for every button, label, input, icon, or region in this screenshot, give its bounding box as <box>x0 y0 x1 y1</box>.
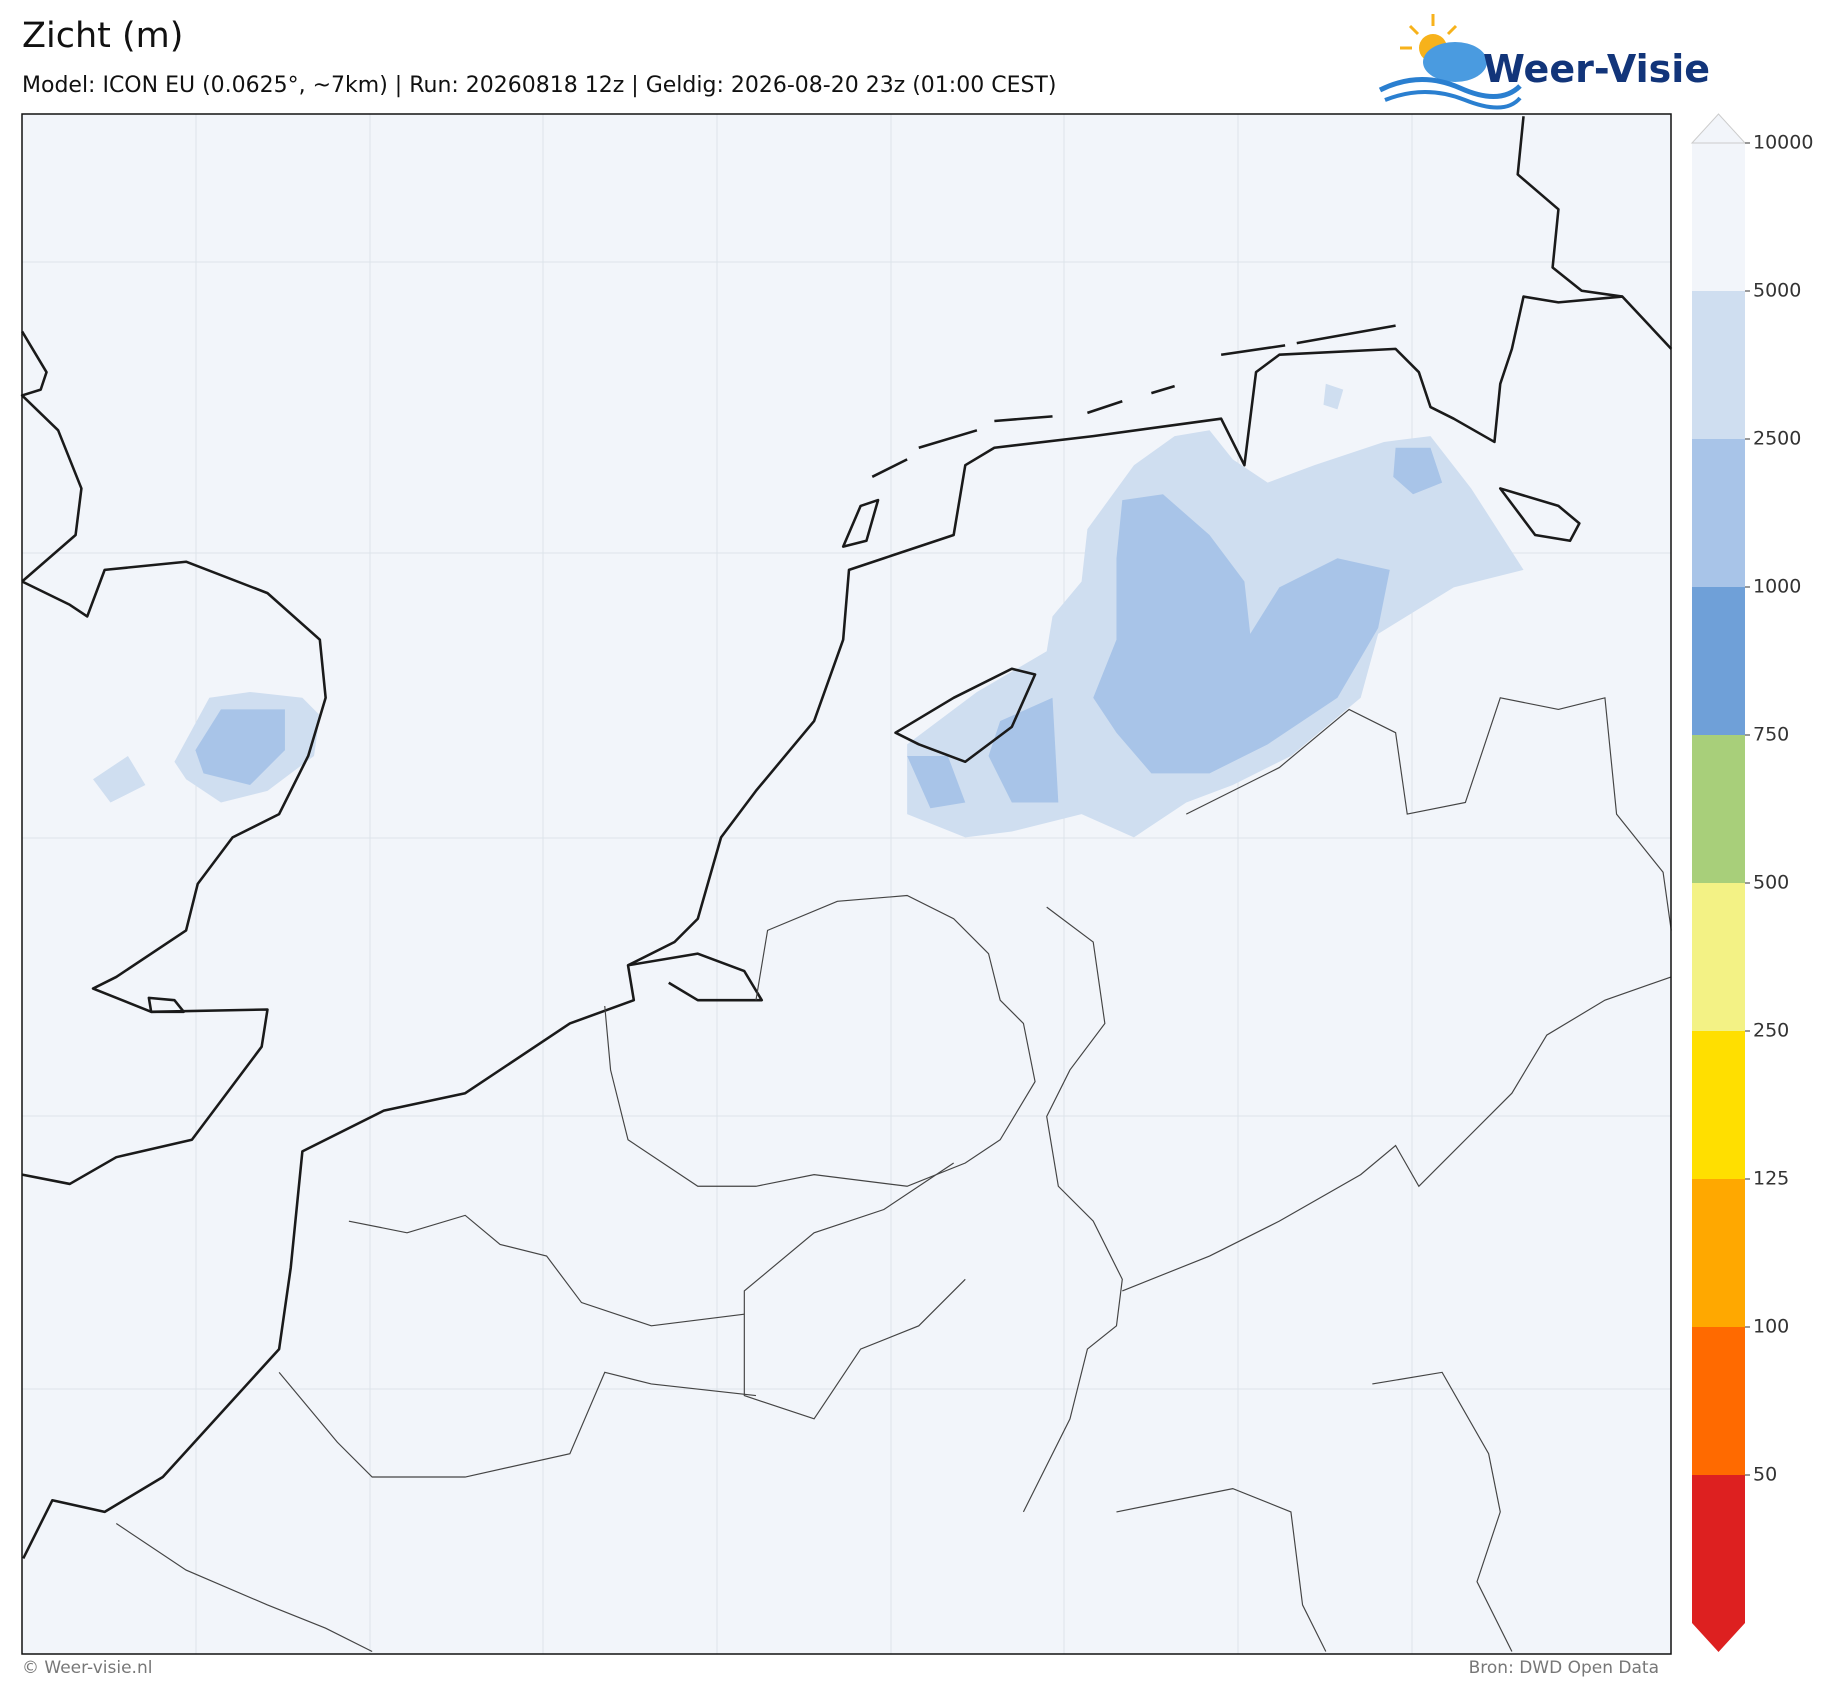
fields <box>93 383 1524 838</box>
colorbar-label: 750 <box>1753 724 1789 746</box>
borders <box>115 697 1672 1652</box>
colorbar-label: 5000 <box>1753 280 1801 302</box>
colorbar-band <box>1692 1179 1745 1327</box>
colorbar-band <box>1692 291 1745 439</box>
colorbar-extend-bottom <box>1692 1623 1745 1652</box>
colorbar-band <box>1692 1475 1745 1623</box>
copyright: © Weer-visie.nl <box>22 1658 152 1678</box>
colorbar-label: 2500 <box>1753 428 1801 450</box>
colorbar-label: 50 <box>1753 1464 1777 1486</box>
colorbar-band <box>1692 439 1745 587</box>
colorbar-label: 100 <box>1753 1316 1789 1338</box>
logo: Weer-Visie <box>1378 14 1710 110</box>
colorbar-band <box>1692 735 1745 883</box>
title: Zicht (m) <box>22 16 183 56</box>
colorbar-label: 125 <box>1753 1168 1789 1190</box>
colorbar-band <box>1692 587 1745 735</box>
source: Bron: DWD Open Data <box>1469 1658 1659 1678</box>
map-background <box>22 114 1671 1654</box>
colorbar-label: 1000 <box>1753 576 1801 598</box>
colorbar-band <box>1692 1327 1745 1475</box>
colorbar-extend-top <box>1690 113 1747 144</box>
colorbar-band <box>1692 1031 1745 1179</box>
map-frame <box>21 113 1672 1655</box>
colorbar-label: 10000 <box>1753 132 1813 154</box>
coastlines <box>20 116 1673 1559</box>
colorbar-band <box>1692 883 1745 1031</box>
logo-text: Weer-Visie <box>1483 47 1710 91</box>
colorbar: 10000 5000 2500 1000 750 500 250 125 100 50 <box>1690 113 1813 1652</box>
subtitle: Model: ICON EU (0.0625°, ~7km) | Run: 20… <box>22 73 1056 98</box>
colorbar-label: 250 <box>1753 1020 1789 1042</box>
colorbar-band <box>1692 143 1745 291</box>
map <box>20 113 1673 1655</box>
colorbar-label: 500 <box>1753 872 1789 894</box>
